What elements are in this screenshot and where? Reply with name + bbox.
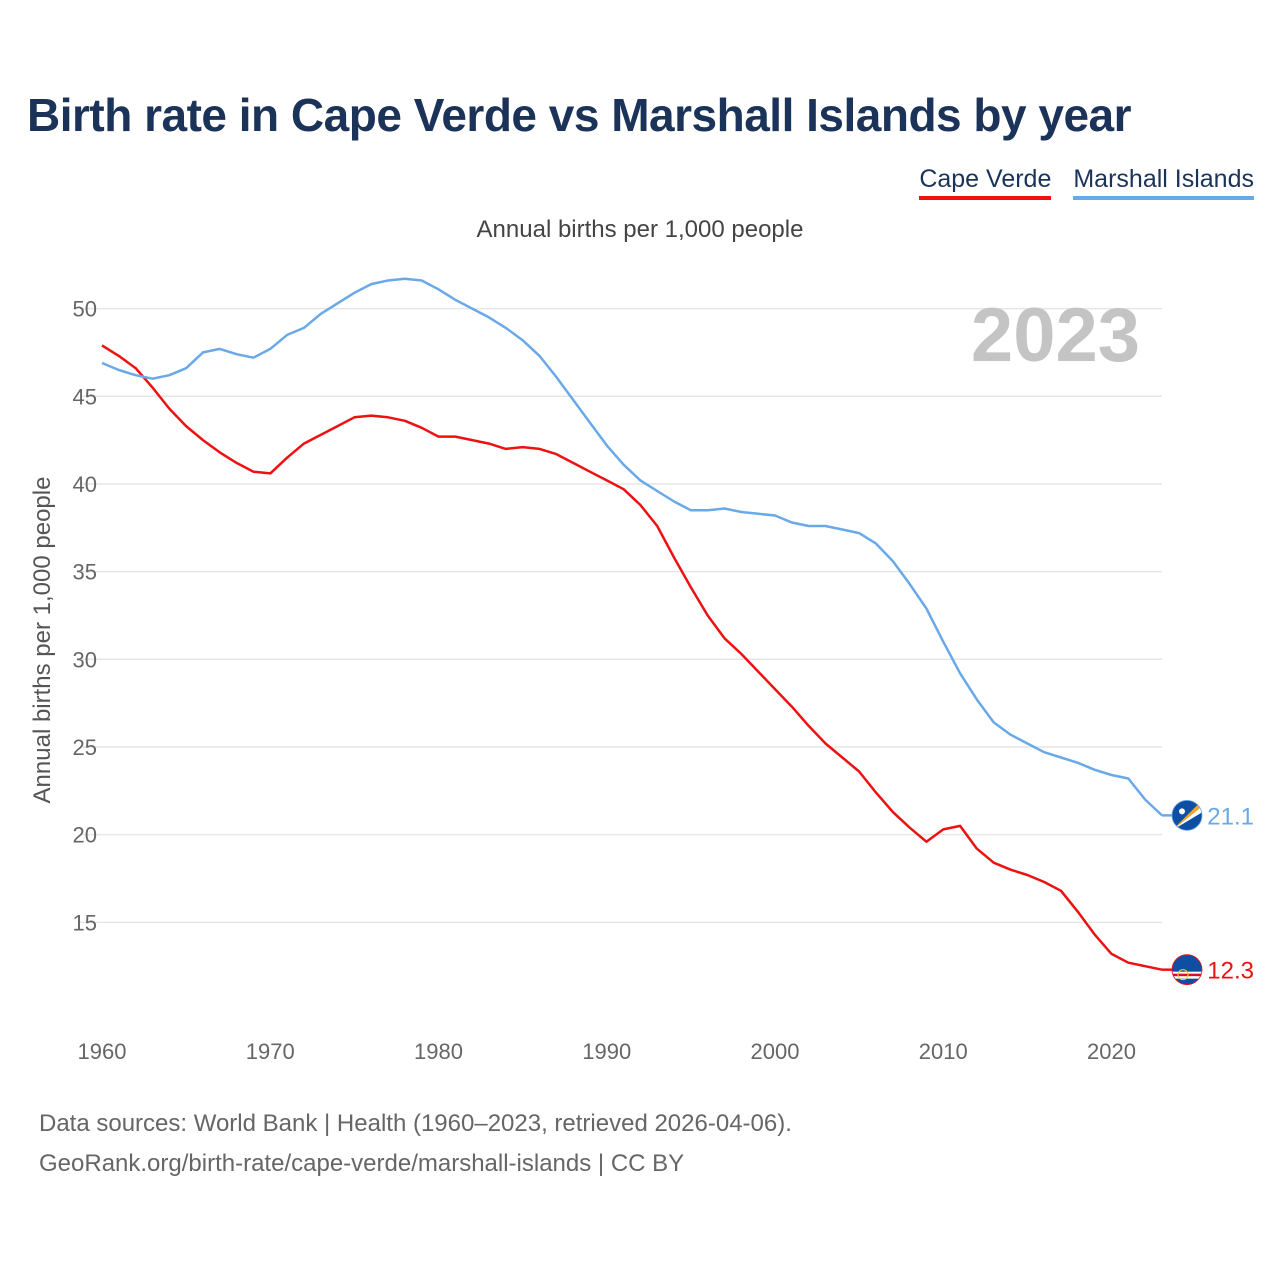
x-tick-label: 1980: [414, 1039, 463, 1064]
x-tick-label: 2020: [1087, 1039, 1136, 1064]
series-line-cape-verde: [101, 344, 1163, 971]
y-tick-label: 25: [73, 735, 97, 760]
source-note: Data sources: World Bank | Health (1960–…: [39, 1104, 792, 1184]
series-line-marshall-islands: [101, 277, 1163, 817]
marshall-islands-flag-icon: [1171, 799, 1203, 831]
series-endpoints: 12.3 21.1: [1162, 799, 1254, 986]
y-tick-label: 35: [73, 560, 97, 585]
y-axis-ticks: 15 20 25 30 35 40 45 50: [73, 297, 97, 936]
x-tick-label: 2000: [751, 1039, 800, 1064]
cape-verde-flag-icon: [1171, 954, 1203, 986]
grid-lines: [80, 307, 1162, 924]
y-tick-label: 50: [73, 297, 97, 322]
y-tick-label: 20: [73, 823, 97, 848]
legend-item-cape-verde[interactable]: Cape Verde: [919, 164, 1052, 200]
end-value-cape-verde: 12.3: [1207, 958, 1254, 985]
chart-subtitle: Annual births per 1,000 people: [476, 216, 804, 243]
end-value-marshall-islands: 21.1: [1207, 803, 1254, 830]
x-tick-label: 1970: [246, 1039, 295, 1064]
x-tick-label: 2010: [919, 1039, 968, 1064]
y-tick-label: 45: [73, 384, 97, 409]
y-tick-label: 30: [73, 647, 97, 672]
y-tick-label: 40: [73, 472, 97, 497]
source-line-1: Data sources: World Bank | Health (1960–…: [39, 1110, 792, 1137]
chart-title: Birth rate in Cape Verde vs Marshall Isl…: [27, 89, 1132, 141]
x-axis-ticks: 1960 1970 1980 1990 2000 2010 2020: [78, 1039, 1136, 1064]
x-tick-label: 1960: [78, 1039, 127, 1064]
y-tick-label: 15: [73, 910, 97, 935]
legend-item-marshall-islands[interactable]: Marshall Islands: [1073, 164, 1254, 200]
year-label: 2023: [971, 293, 1140, 378]
series-lines: [101, 277, 1163, 971]
y-axis-label: Annual births per 1,000 people: [29, 477, 56, 804]
x-tick-label: 1990: [582, 1039, 631, 1064]
legend: Cape Verde Marshall Islands: [919, 164, 1254, 200]
source-line-2: GeoRank.org/birth-rate/cape-verde/marsha…: [39, 1150, 685, 1177]
